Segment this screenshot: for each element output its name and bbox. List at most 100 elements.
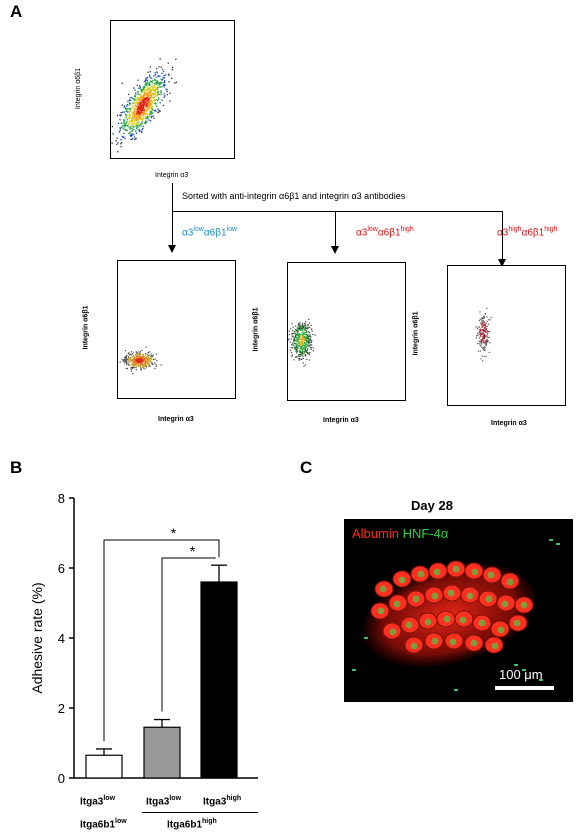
flow-event — [486, 331, 488, 333]
flow-event — [134, 99, 137, 101]
flow-event — [153, 98, 156, 101]
flow-event — [139, 100, 142, 102]
flow-event — [148, 365, 150, 367]
flow-event — [158, 84, 160, 86]
flow-event — [305, 340, 308, 342]
flow-event — [153, 91, 155, 93]
panel-a-letter: A — [10, 2, 23, 21]
flow-event — [129, 114, 131, 117]
flow-event — [128, 104, 130, 106]
flow-event — [128, 127, 130, 129]
flow-event — [133, 103, 135, 105]
flow-event — [481, 340, 483, 342]
flow-event — [145, 89, 147, 91]
flow-event — [480, 322, 482, 324]
flow-event — [146, 79, 149, 81]
flow-event — [147, 82, 149, 84]
flow-event — [129, 357, 131, 359]
flow-event — [145, 97, 147, 99]
flow-event — [309, 335, 311, 337]
flow-event — [148, 83, 150, 85]
flow-event — [139, 118, 141, 120]
flow-event — [303, 345, 305, 347]
flow-event — [142, 367, 144, 369]
flow-event — [120, 122, 122, 124]
stain-legend: Albumin HNF-4α — [352, 526, 448, 541]
flow-event — [160, 83, 162, 85]
flow-event — [482, 360, 484, 362]
flow-event — [145, 77, 147, 79]
micrograph — [344, 519, 573, 702]
flow-event — [296, 330, 298, 332]
flow-event — [148, 359, 150, 361]
flow-event — [307, 345, 309, 347]
flow-event — [147, 363, 149, 365]
flow-event — [150, 113, 152, 115]
flow-event — [306, 343, 308, 345]
flow-event — [308, 359, 310, 361]
flow-event — [152, 108, 154, 110]
flow-event — [304, 351, 306, 353]
flow-event — [298, 345, 300, 347]
flow-event — [143, 92, 146, 94]
flow-event — [139, 100, 141, 102]
flow-event — [141, 123, 143, 125]
connector-vertical-right — [502, 211, 503, 259]
flow-event — [133, 116, 135, 118]
flow-event — [127, 121, 129, 123]
flow-event — [151, 108, 153, 110]
flow-event — [126, 367, 128, 370]
flow-event — [128, 102, 131, 104]
stain-hnf4a: HNF-4α — [402, 526, 449, 541]
flow-event — [133, 117, 135, 120]
flow-event — [133, 126, 136, 128]
flow-event — [145, 115, 147, 118]
flow-event — [140, 118, 142, 120]
flow-event — [147, 100, 149, 102]
flow-event — [485, 343, 487, 345]
flow-event — [312, 347, 314, 349]
flow-event — [477, 328, 479, 330]
flow-event — [161, 79, 163, 81]
flow-event — [155, 83, 157, 85]
flow-event — [300, 333, 302, 335]
flow-event — [152, 97, 154, 99]
flow-event — [480, 342, 482, 344]
flow-event — [305, 334, 307, 336]
flow-event — [128, 357, 130, 359]
flow-event — [130, 367, 132, 369]
flow-event — [485, 341, 487, 343]
flow-event — [139, 115, 141, 117]
flow-event — [129, 361, 131, 363]
bar-chart-svg: 0 2 4 6 8 Adhesive rate (%) * * — [29, 491, 258, 786]
flow-event — [155, 364, 157, 366]
flow-event — [120, 114, 123, 116]
flow-event — [148, 99, 150, 101]
flow-event — [139, 355, 141, 357]
flow-event — [142, 95, 144, 97]
flow-event — [138, 124, 140, 126]
flow-event — [130, 135, 132, 137]
flow-event — [134, 95, 137, 98]
flow-event — [146, 90, 148, 92]
flow-event — [139, 125, 141, 127]
flow-event — [158, 66, 160, 68]
flow-event — [296, 346, 298, 348]
flow-event — [310, 341, 312, 343]
flow-event — [139, 354, 141, 356]
flow-event — [145, 82, 147, 84]
flow-event — [136, 97, 138, 99]
flow-event — [305, 327, 307, 329]
flow-event — [119, 130, 121, 132]
flow-event — [482, 336, 484, 338]
flow-event — [300, 328, 302, 330]
flow-event — [149, 358, 152, 360]
flow-event — [129, 108, 132, 110]
flow-event — [482, 337, 484, 339]
flow-event — [301, 343, 303, 345]
flow-event — [304, 347, 306, 349]
flow-event — [300, 353, 302, 356]
flow-event — [300, 355, 302, 357]
flow-event — [135, 102, 137, 104]
flow-event — [305, 329, 307, 332]
